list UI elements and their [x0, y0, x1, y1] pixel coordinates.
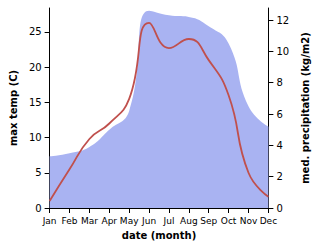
- svg-text:Nov: Nov: [240, 216, 258, 226]
- svg-text:25: 25: [29, 26, 42, 37]
- svg-text:Oct: Oct: [221, 216, 237, 226]
- svg-text:Jul: Jul: [163, 216, 175, 226]
- svg-text:8: 8: [276, 77, 282, 88]
- svg-text:Feb: Feb: [62, 216, 78, 226]
- svg-text:15: 15: [29, 97, 42, 108]
- svg-text:Sep: Sep: [200, 216, 217, 226]
- svg-text:Jan: Jan: [42, 216, 57, 226]
- svg-text:date (month): date (month): [122, 230, 196, 241]
- svg-text:May: May: [120, 216, 139, 226]
- svg-text:med. precipitation (kg/m2): med. precipitation (kg/m2): [300, 32, 311, 184]
- svg-text:5: 5: [35, 167, 41, 178]
- svg-text:6: 6: [276, 109, 282, 120]
- svg-text:max temp (C): max temp (C): [8, 70, 19, 146]
- svg-text:12: 12: [276, 15, 289, 26]
- svg-text:2: 2: [276, 171, 282, 182]
- svg-text:Dec: Dec: [260, 216, 277, 226]
- svg-text:Apr: Apr: [101, 216, 117, 226]
- svg-text:0: 0: [35, 203, 41, 214]
- svg-text:10: 10: [29, 132, 42, 143]
- svg-text:20: 20: [29, 62, 42, 73]
- svg-text:Jun: Jun: [141, 216, 156, 226]
- svg-text:0: 0: [276, 203, 282, 214]
- svg-text:4: 4: [276, 140, 282, 151]
- svg-text:10: 10: [276, 46, 289, 57]
- svg-text:Aug: Aug: [180, 216, 198, 226]
- svg-text:Mar: Mar: [81, 216, 98, 226]
